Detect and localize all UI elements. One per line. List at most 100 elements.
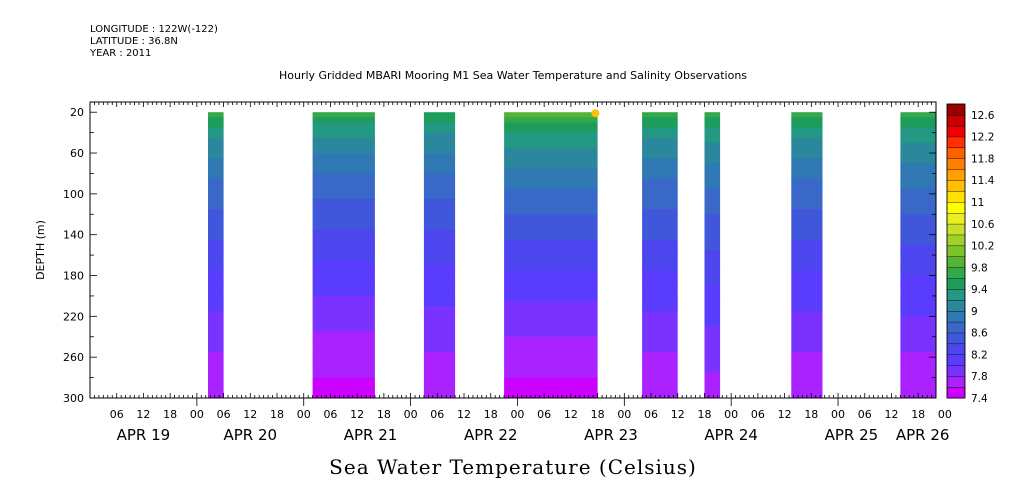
temperature-cell	[791, 127, 823, 134]
temperature-cell	[504, 112, 598, 118]
colorbar-swatch	[946, 125, 966, 138]
temperature-cell	[791, 362, 823, 368]
data-segment	[504, 112, 598, 399]
temperature-cell	[423, 122, 456, 128]
x-day-label: APR 26	[896, 426, 950, 444]
temperature-cell	[504, 336, 598, 343]
y-tick-label: 180	[63, 270, 84, 283]
y-axis-title: DEPTH (m)	[34, 220, 47, 280]
colorbar-swatch	[946, 343, 966, 355]
temperature-cell	[312, 331, 375, 338]
temperature-cell	[504, 372, 598, 379]
temperature-cell	[208, 224, 224, 231]
temperature-cell	[900, 168, 936, 174]
temperature-cell	[704, 372, 721, 379]
temperature-cell	[900, 372, 936, 379]
x-tick-label: 12	[136, 408, 150, 421]
temperature-cell	[704, 295, 721, 302]
temperature-cell	[504, 163, 598, 169]
temperature-cell	[312, 229, 375, 236]
chart-title: Hourly Gridded MBARI Mooring M1 Sea Wate…	[278, 69, 748, 82]
temperature-cell	[312, 127, 375, 134]
temperature-cell	[423, 367, 456, 373]
temperature-cell	[704, 275, 721, 282]
x-day-label: APR 23	[584, 426, 638, 444]
colorbar-label: 11.4	[971, 175, 995, 187]
colorbar-swatch	[946, 223, 966, 236]
colorbar-label: 12.2	[971, 132, 994, 144]
temperature-cell	[642, 255, 678, 261]
temperature-cell	[900, 295, 936, 302]
temperature-cell	[504, 219, 598, 225]
temperature-cell	[900, 188, 936, 195]
temperature-cell	[791, 209, 823, 215]
temperature-cell	[423, 290, 456, 297]
x-tick-label: 06	[217, 408, 231, 421]
longitude-label: LONGITUDE : 122W(-122)	[90, 24, 218, 35]
temperature-cell	[423, 295, 456, 302]
x-tick-label: 00	[510, 408, 524, 421]
temperature-cell	[704, 357, 721, 363]
colorbar-swatch	[946, 136, 966, 149]
temperature-cell	[900, 265, 936, 271]
temperature-cell	[704, 265, 721, 271]
temperature-cell	[504, 229, 598, 236]
temperature-cell	[791, 326, 823, 333]
temperature-cell	[704, 377, 721, 384]
temperature-cell	[312, 280, 375, 287]
temperature-cell	[423, 377, 456, 384]
temperature-cell	[312, 183, 375, 190]
temperature-cell	[642, 199, 678, 205]
temperature-cell	[704, 137, 721, 144]
temperature-cell	[642, 275, 678, 282]
colorbar-label: 11	[971, 197, 984, 209]
temperature-cell	[791, 367, 823, 373]
temperature-cell	[208, 311, 224, 317]
temperature-cell	[791, 112, 823, 118]
temperature-cell	[312, 224, 375, 231]
temperature-cell	[900, 260, 936, 266]
temperature-cell	[504, 168, 598, 174]
temperature-cell	[900, 178, 936, 185]
temperature-cell	[423, 387, 456, 394]
temperature-cell	[704, 326, 721, 333]
temperature-cell	[900, 132, 936, 139]
temperature-cell	[704, 244, 721, 251]
temperature-cell	[900, 311, 936, 317]
temperature-cell	[791, 250, 823, 256]
y-tick-label: 260	[63, 351, 84, 364]
temperature-cell	[312, 357, 375, 363]
temperature-cell	[642, 147, 678, 154]
x-tick-label: 18	[697, 408, 711, 421]
temperature-cell	[504, 142, 598, 149]
temperature-cell	[642, 127, 678, 134]
temperature-cell	[208, 326, 224, 333]
temperature-cell	[208, 199, 224, 205]
temperature-cell	[504, 250, 598, 256]
temperature-cell	[208, 204, 224, 210]
temperature-cell	[791, 193, 823, 200]
x-tick-label: 00	[297, 408, 311, 421]
temperature-cell	[312, 178, 375, 185]
colorbar-swatch	[946, 386, 966, 399]
temperature-cell	[312, 250, 375, 256]
temperature-cell	[704, 331, 721, 338]
colorbar-swatch	[946, 212, 966, 225]
colorbar-label: 10.2	[971, 241, 994, 253]
temperature-cell	[208, 372, 224, 379]
temperature-cell	[791, 183, 823, 190]
temperature-cell	[208, 219, 224, 225]
temperature-cell	[704, 132, 721, 139]
temperature-cell	[704, 163, 721, 169]
temperature-cell	[423, 188, 456, 195]
temperature-cell	[704, 306, 721, 312]
temperature-cell	[208, 153, 224, 159]
temperature-cell	[208, 178, 224, 185]
temperature-cell	[642, 336, 678, 343]
temperature-cell	[704, 122, 721, 128]
temperature-cell	[504, 117, 598, 123]
temperature-cell	[208, 301, 224, 307]
x-axis-title: Sea Water Temperature (Celsius)	[329, 455, 697, 479]
colorbar-swatch	[946, 376, 966, 388]
